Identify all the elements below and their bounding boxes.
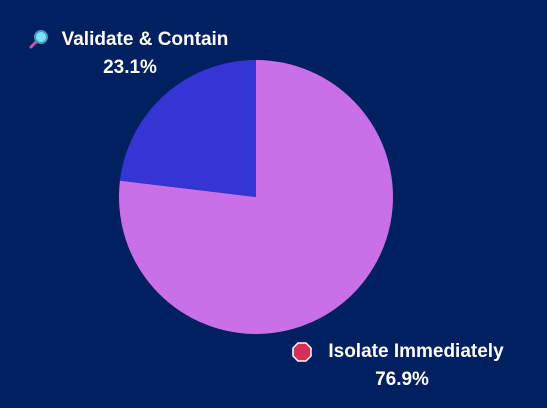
pie-slice: [119, 60, 256, 197]
magnifier-icon: [29, 30, 48, 49]
slice-label: Isolate Immediately: [328, 341, 504, 362]
value-label: 23.1%: [103, 57, 157, 78]
value-label: 76.9%: [375, 369, 429, 390]
pie-slice: [119, 60, 394, 334]
stop-icon: [292, 342, 312, 362]
slice-label: Validate & Contain: [62, 29, 229, 50]
